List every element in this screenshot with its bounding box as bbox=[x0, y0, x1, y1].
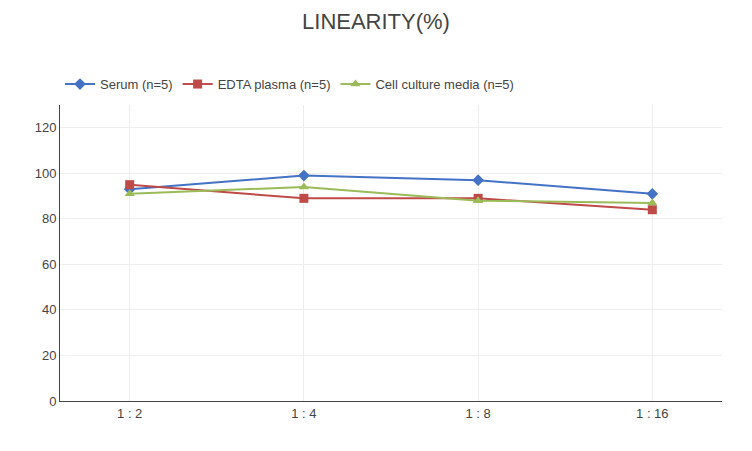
svg-text:1 : 4: 1 : 4 bbox=[291, 406, 316, 421]
svg-text:Serum (n=5): Serum (n=5) bbox=[100, 77, 173, 92]
svg-text:80: 80 bbox=[42, 211, 56, 226]
svg-text:100: 100 bbox=[35, 166, 57, 181]
svg-text:40: 40 bbox=[42, 302, 56, 317]
svg-text:EDTA plasma (n=5): EDTA plasma (n=5) bbox=[218, 77, 331, 92]
svg-text:120: 120 bbox=[35, 120, 57, 135]
svg-text:Cell culture media (n=5): Cell culture media (n=5) bbox=[375, 77, 513, 92]
svg-text:20: 20 bbox=[42, 348, 56, 363]
svg-text:1 : 8: 1 : 8 bbox=[465, 406, 490, 421]
svg-text:LINEARITY(%): LINEARITY(%) bbox=[302, 9, 450, 34]
svg-text:1 : 2: 1 : 2 bbox=[117, 406, 142, 421]
svg-text:1 : 16: 1 : 16 bbox=[636, 406, 669, 421]
svg-text:0: 0 bbox=[49, 394, 56, 409]
svg-text:60: 60 bbox=[42, 257, 56, 272]
